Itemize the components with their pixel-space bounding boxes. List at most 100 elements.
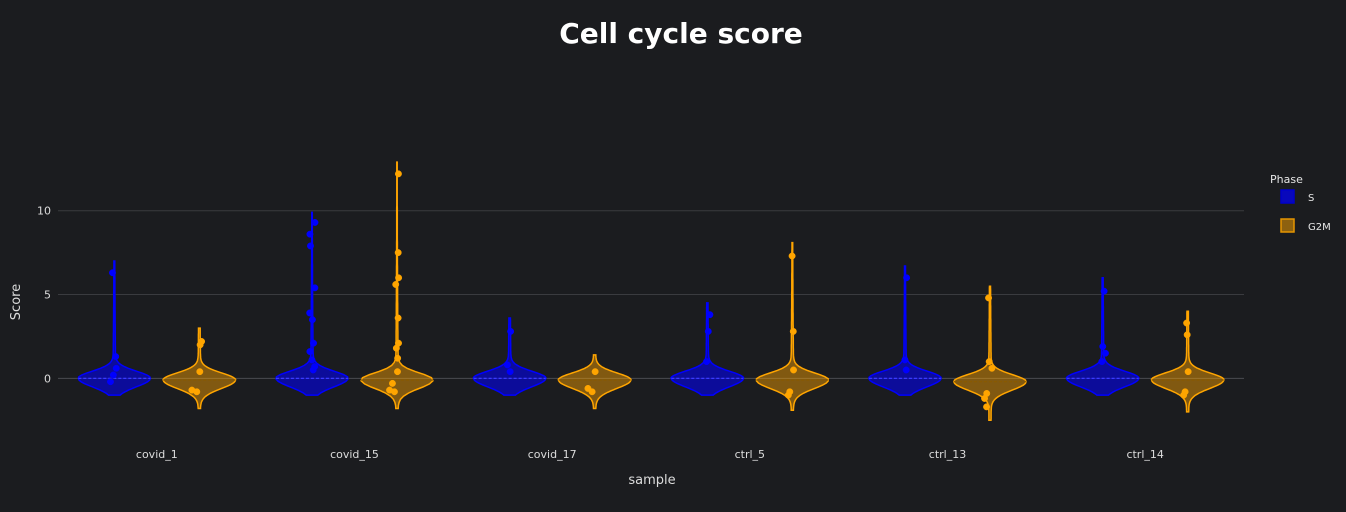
data-point [109, 371, 117, 379]
y-tick-label: 10 [37, 205, 51, 218]
data-point [784, 391, 792, 399]
data-point [392, 344, 400, 352]
data-point [394, 368, 401, 376]
data-point [902, 366, 910, 374]
data-point [588, 388, 596, 396]
data-point [507, 327, 515, 335]
data-point [901, 356, 909, 364]
y-tick-label: 5 [44, 289, 51, 302]
legend-items[interactable]: S G2M [1280, 189, 1331, 233]
violin-G2M-covid_1 [162, 327, 237, 410]
data-point [394, 170, 402, 178]
violin-plots [77, 161, 1225, 422]
data-point [196, 341, 204, 349]
data-point [706, 311, 714, 319]
data-point [392, 281, 400, 288]
data-point [394, 354, 402, 362]
x-tick-label: covid_17 [528, 448, 577, 461]
data-point [704, 327, 712, 335]
data-point [1099, 343, 1107, 350]
data-point [112, 353, 120, 361]
legend-label: S [1308, 193, 1314, 204]
violin-S-ctrl_14 [1065, 277, 1140, 396]
data-point [1100, 287, 1108, 295]
data-point [503, 361, 511, 369]
violin-body [472, 317, 547, 396]
violin-S-covid_17 [472, 317, 547, 396]
violin-G2M-ctrl_13 [953, 285, 1027, 422]
violin-G2M-covid_15 [360, 161, 434, 410]
data-point [1180, 391, 1188, 399]
x-tick-label: ctrl_13 [929, 448, 966, 461]
data-point [390, 388, 398, 396]
violin-G2M-ctrl_14 [1150, 310, 1225, 413]
data-point [394, 249, 402, 257]
violin-body [868, 265, 942, 396]
data-point [985, 358, 993, 366]
data-point [1183, 331, 1191, 339]
data-point [1098, 358, 1106, 366]
data-point [703, 358, 710, 366]
data-point [981, 395, 989, 402]
violin-body [1065, 277, 1140, 396]
data-point [311, 219, 319, 226]
violin-body [1150, 310, 1225, 413]
data-point [310, 339, 317, 347]
violin-G2M-covid_17 [557, 354, 632, 410]
chart-title: Cell cycle score [559, 17, 803, 50]
data-point [309, 366, 317, 374]
data-point [306, 309, 314, 317]
data-point [788, 252, 796, 260]
data-point [308, 316, 316, 324]
legend[interactable]: Phase S G2M [1270, 173, 1331, 233]
legend-label: G2M [1308, 222, 1331, 233]
violin-S-covid_15 [275, 211, 349, 396]
data-point [790, 366, 797, 374]
data-point [395, 274, 403, 282]
violin-body [953, 285, 1027, 422]
legend-swatch [1280, 218, 1295, 233]
data-point [591, 368, 599, 376]
data-point [789, 327, 797, 335]
data-point [196, 368, 204, 376]
data-point [983, 403, 991, 411]
x-tick-label: covid_15 [330, 448, 379, 461]
series-G2M [162, 161, 1225, 422]
series-S [77, 211, 1140, 396]
data-point [985, 294, 993, 302]
data-point [306, 230, 314, 238]
gridlines [58, 210, 1244, 379]
y-axis-ticks: 0 5 10 [37, 205, 51, 386]
y-tick-label: 0 [44, 372, 51, 385]
violin-body [670, 302, 745, 396]
x-axis-title: sample [628, 473, 675, 488]
legend-item-S[interactable]: S [1280, 189, 1314, 204]
legend-swatch [1280, 189, 1295, 204]
violin-body [755, 241, 829, 411]
y-axis-title: Score [9, 284, 24, 320]
x-tick-label: ctrl_14 [1126, 448, 1163, 461]
data-point [903, 274, 911, 282]
legend-item-G2M[interactable]: G2M [1280, 218, 1331, 233]
data-point [388, 379, 396, 387]
violin-G2M-ctrl_5 [755, 241, 829, 411]
data-point [193, 388, 201, 396]
data-point [1184, 368, 1192, 376]
violin-body [275, 211, 349, 396]
data-point [107, 378, 114, 386]
data-point [307, 242, 314, 250]
data-point [311, 284, 319, 292]
violin-S-covid_1 [77, 260, 152, 396]
x-axis-ticks: covid_1 covid_15 covid_17 ctrl_5 ctrl_13 ctrl… [136, 448, 1164, 461]
legend-title: Phase [1270, 173, 1303, 186]
data-point [1183, 319, 1191, 327]
violin-S-ctrl_13 [868, 265, 942, 396]
violin-S-ctrl_5 [670, 302, 745, 396]
data-point [308, 356, 316, 364]
data-point [306, 348, 314, 355]
violin-body [77, 260, 152, 396]
data-point [394, 314, 402, 322]
violin-body [557, 354, 632, 410]
